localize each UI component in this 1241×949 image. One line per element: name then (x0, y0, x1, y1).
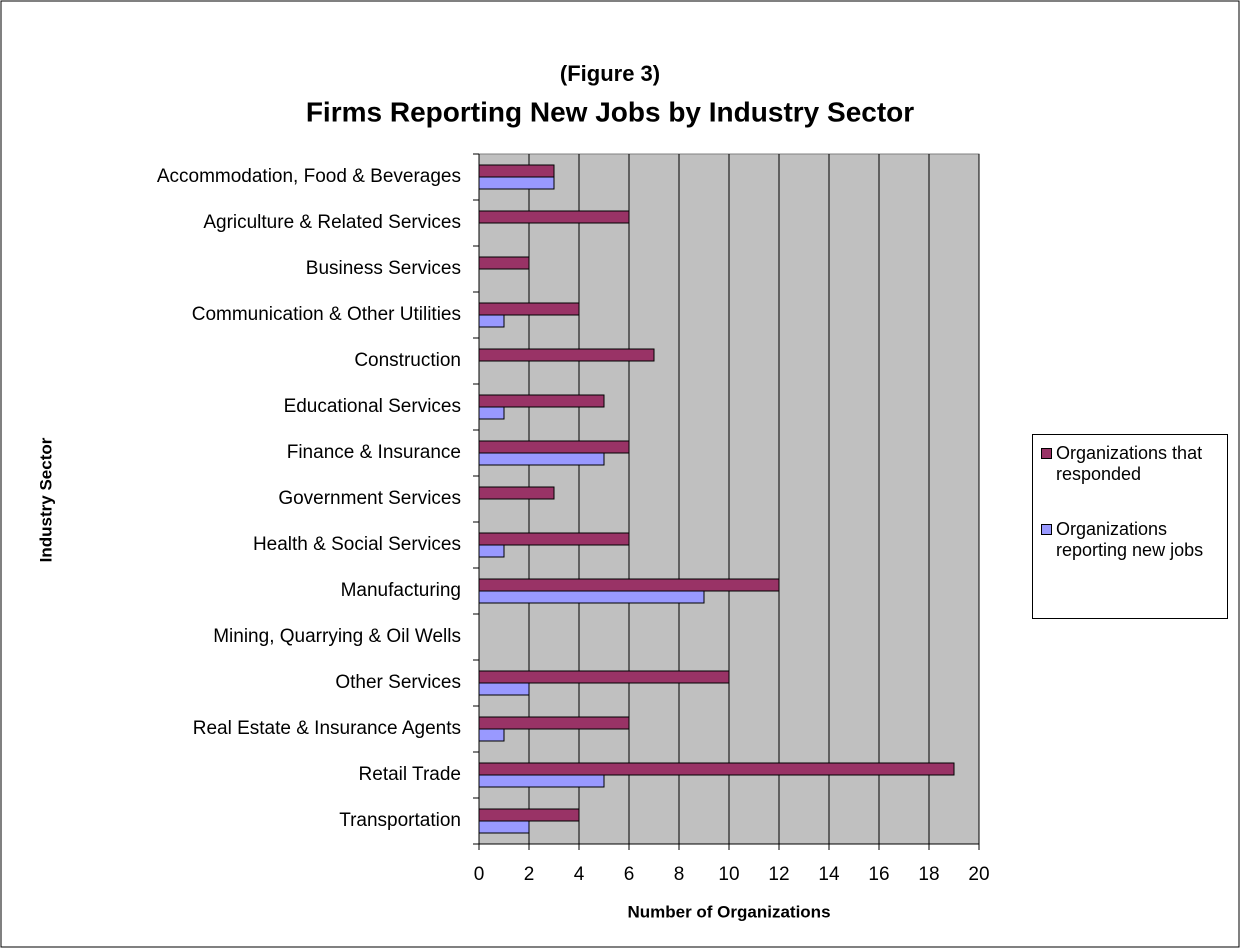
bar (478, 164, 555, 178)
x-tick-label: 4 (574, 864, 585, 885)
x-tick-label: 18 (918, 864, 939, 885)
bar (478, 682, 530, 696)
bar (478, 578, 780, 592)
y-tick-label: Construction (354, 350, 461, 371)
y-tick-label: Government Services (278, 488, 461, 509)
y-axis-label: Industry Sector (36, 437, 55, 562)
chart-title: (Figure 3) (560, 61, 660, 86)
x-tick-label: 12 (768, 864, 789, 885)
y-tick-label: Other Services (335, 672, 461, 693)
y-tick-label: Accommodation, Food & Beverages (157, 166, 461, 187)
bar (478, 728, 505, 742)
bar (478, 544, 505, 558)
bar (478, 302, 580, 316)
bar (478, 774, 605, 788)
legend-swatch (1041, 524, 1052, 535)
bar (478, 176, 555, 190)
y-tick-label: Transportation (339, 810, 461, 831)
x-tick-label: 8 (674, 864, 685, 885)
bar (478, 486, 555, 500)
bar (478, 314, 505, 328)
bar (478, 452, 605, 466)
y-tick-label: Mining, Quarrying & Oil Wells (213, 626, 461, 647)
legend: Organizations that responded Organization… (1032, 434, 1228, 619)
x-tick-label: 20 (968, 864, 989, 885)
y-tick-label: Real Estate & Insurance Agents (193, 718, 461, 739)
legend-swatch (1041, 448, 1052, 459)
chart-subtitle: Firms Reporting New Jobs by Industry Sec… (306, 96, 914, 127)
x-tick-label: 10 (718, 864, 739, 885)
bar (478, 590, 705, 604)
bar (478, 716, 630, 730)
y-tick-label: Communication & Other Utilities (192, 304, 461, 325)
legend-item: Organizations reporting new jobs (1041, 519, 1221, 561)
x-tick-label: 14 (818, 864, 840, 885)
y-tick-label: Educational Services (284, 396, 461, 417)
bar (478, 762, 955, 776)
x-tick-label: 6 (624, 864, 635, 885)
bar (478, 440, 630, 454)
x-tick-label: 2 (524, 864, 535, 885)
y-tick-label: Business Services (306, 258, 461, 279)
bar (478, 820, 530, 834)
bar (478, 808, 580, 822)
y-tick-label: Health & Social Services (253, 534, 461, 555)
bar (478, 532, 630, 546)
y-tick-label: Manufacturing (341, 580, 461, 601)
legend-item: Organizations that responded (1041, 443, 1221, 485)
legend-label: Organizations that responded (1056, 443, 1203, 484)
bar (478, 406, 505, 420)
bar (478, 394, 605, 408)
bar (478, 256, 530, 270)
x-tick-label: 0 (474, 864, 485, 885)
bar (478, 348, 655, 362)
x-axis-label: Number of Organizations (627, 902, 830, 921)
y-tick-label: Retail Trade (359, 764, 461, 785)
x-tick-label: 16 (868, 864, 889, 885)
bar (478, 210, 630, 224)
y-tick-label: Agriculture & Related Services (203, 212, 461, 233)
y-tick-label: Finance & Insurance (287, 442, 461, 463)
legend-label: Organizations reporting new jobs (1056, 519, 1204, 560)
bar (478, 670, 730, 684)
